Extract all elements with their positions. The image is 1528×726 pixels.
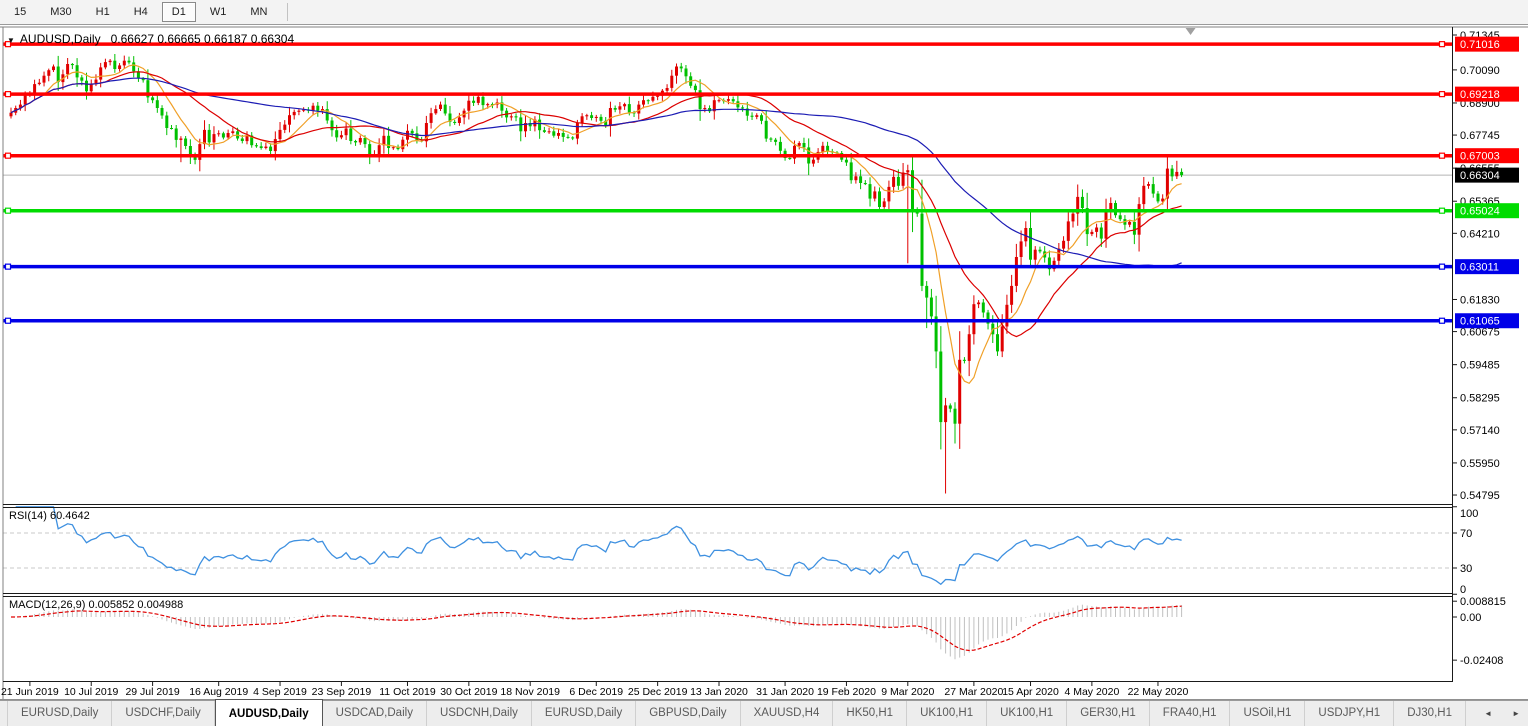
svg-text:9 Mar 2020: 9 Mar 2020 (881, 686, 934, 698)
symbol-expander-icon[interactable]: ▼ (7, 36, 15, 45)
svg-text:0.65024: 0.65024 (1460, 206, 1500, 218)
chart-header: ▼ AUDUSD,Daily 0.66627 0.66665 0.66187 0.6… (7, 32, 294, 46)
tab-usdcnh-daily[interactable]: USDCNH,Daily (427, 701, 532, 726)
svg-text:15 Apr 2020: 15 Apr 2020 (1002, 686, 1059, 698)
tab-xauusd-h4[interactable]: XAUUSD,H4 (741, 701, 834, 726)
timeframe-button-m30[interactable]: M30 (50, 6, 72, 18)
chart-symbol-label: AUDUSD,Daily (19, 32, 101, 46)
svg-text:0.60675: 0.60675 (1460, 327, 1500, 339)
tab-usdchf-daily[interactable]: USDCHF,Daily (112, 701, 215, 726)
svg-text:27 Mar 2020: 27 Mar 2020 (944, 686, 1003, 698)
chart-tab-bar: EURUSD,Daily USDCHF,Daily AUDUSD,Daily USDC… (0, 699, 1528, 726)
tab-uk100-h1[interactable]: UK100,H1 (987, 701, 1068, 726)
tab-usdjpy-h1[interactable]: USDJPY,H1 (1305, 701, 1395, 726)
svg-text:4 May 2020: 4 May 2020 (1064, 686, 1119, 698)
macd-indicator-label: MACD(12,26,9) 0.005852 0.004988 (9, 599, 184, 611)
svg-text:23 Sep 2019: 23 Sep 2019 (312, 686, 372, 698)
toolbar-separator (287, 3, 289, 21)
svg-text:70: 70 (1460, 528, 1472, 540)
svg-text:31 Jan 2020: 31 Jan 2020 (756, 686, 814, 698)
rsi-indicator-label: RSI(14) 60.4642 (9, 510, 90, 522)
tab-gbpusd-daily[interactable]: GBPUSD,Daily (636, 701, 741, 726)
tab-ger30-h1[interactable]: GER30,H1 (1067, 701, 1150, 726)
timeframe-button-group: 15 M30 H1 H4 D1 W1 MN (2, 2, 279, 22)
tab-fra40-h1[interactable]: FRA40,H1 (1150, 701, 1231, 726)
svg-text:0.70090: 0.70090 (1460, 65, 1500, 77)
svg-text:100: 100 (1460, 508, 1478, 520)
timeframe-button-15[interactable]: 15 (14, 6, 27, 18)
svg-text:29 Jul 2019: 29 Jul 2019 (125, 686, 179, 698)
tab-audusd-daily[interactable]: AUDUSD,Daily (214, 699, 323, 726)
tab-uk100-h1[interactable]: UK100,H1 (907, 701, 988, 726)
svg-text:0.71016: 0.71016 (1460, 39, 1500, 51)
tab-usoil-h1[interactable]: USOil,H1 (1230, 701, 1306, 726)
timeframe-button-w1[interactable]: W1 (209, 6, 227, 18)
svg-text:13 Jan 2020: 13 Jan 2020 (690, 686, 748, 698)
timeframe-toolbar: 15 M30 H1 H4 D1 W1 MN (0, 0, 1528, 25)
timeframe-button-d1[interactable]: D1 (161, 2, 196, 22)
tab-dj30-h1[interactable]: DJ30,H1 (1394, 701, 1466, 726)
svg-text:30: 30 (1460, 563, 1472, 575)
svg-text:0.63011: 0.63011 (1460, 262, 1499, 274)
svg-text:25 Dec 2019: 25 Dec 2019 (628, 686, 688, 698)
tabs-scroll-right-icon[interactable]: ► (1512, 709, 1520, 718)
svg-text:0.55950: 0.55950 (1460, 458, 1500, 470)
svg-text:0.57140: 0.57140 (1460, 425, 1500, 437)
svg-text:21 Jun 2019: 21 Jun 2019 (1, 686, 59, 698)
svg-text:0.67003: 0.67003 (1460, 151, 1500, 163)
svg-text:0.69218: 0.69218 (1460, 89, 1500, 101)
tab-hk50-h1[interactable]: HK50,H1 (833, 701, 908, 726)
tab-usdcad-daily[interactable]: USDCAD,Daily (323, 701, 427, 726)
svg-text:16 Aug 2019: 16 Aug 2019 (189, 686, 248, 698)
svg-text:22 May 2020: 22 May 2020 (1128, 686, 1189, 698)
chart-tabs: EURUSD,Daily USDCHF,Daily AUDUSD,Daily USDC… (7, 699, 1466, 726)
svg-text:0.61830: 0.61830 (1460, 294, 1500, 306)
svg-text:10 Jul 2019: 10 Jul 2019 (64, 686, 118, 698)
svg-text:0.64210: 0.64210 (1460, 228, 1500, 240)
svg-text:11 Oct 2019: 11 Oct 2019 (379, 686, 436, 698)
svg-text:0.54795: 0.54795 (1460, 490, 1500, 502)
svg-text:0.59485: 0.59485 (1460, 360, 1500, 372)
tab-eurusd-daily[interactable]: EURUSD,Daily (7, 701, 113, 726)
tab-scroll-arrows: ◄ ► (1484, 701, 1520, 726)
svg-text:18 Nov 2019: 18 Nov 2019 (500, 686, 560, 698)
timeframe-button-h1[interactable]: H1 (95, 6, 110, 18)
svg-text:-0.02408: -0.02408 (1460, 655, 1503, 667)
svg-text:4 Sep 2019: 4 Sep 2019 (253, 686, 307, 698)
svg-text:30 Oct 2019: 30 Oct 2019 (440, 686, 497, 698)
timeframe-button-h4[interactable]: H4 (133, 6, 148, 18)
svg-text:0.008815: 0.008815 (1460, 596, 1506, 608)
svg-text:0.00: 0.00 (1460, 612, 1481, 624)
timeframe-button-mn[interactable]: MN (250, 6, 268, 18)
svg-text:0.61065: 0.61065 (1460, 316, 1500, 328)
chart-ohlc-values: 0.66627 0.66665 0.66187 0.66304 (110, 32, 295, 46)
svg-text:6 Dec 2019: 6 Dec 2019 (569, 686, 623, 698)
svg-text:19 Feb 2020: 19 Feb 2020 (817, 686, 876, 698)
svg-text:0.58295: 0.58295 (1460, 393, 1500, 405)
tabs-scroll-left-icon[interactable]: ◄ (1484, 709, 1493, 718)
svg-text:0.67745: 0.67745 (1460, 130, 1500, 142)
tab-eurusd-daily[interactable]: EURUSD,Daily (532, 701, 637, 726)
svg-text:0.66304: 0.66304 (1460, 170, 1500, 182)
svg-text:0: 0 (1460, 584, 1466, 596)
